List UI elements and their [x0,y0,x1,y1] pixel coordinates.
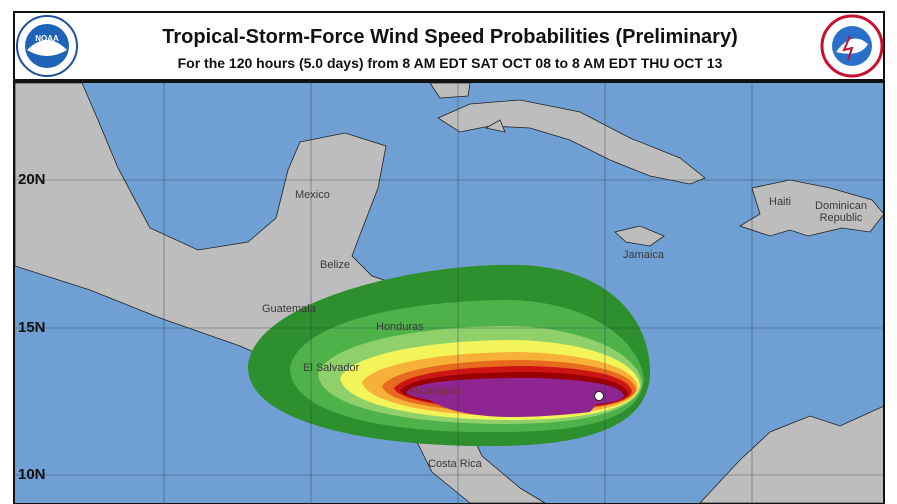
graticule [14,82,884,504]
place-label: Mexico [295,189,330,201]
place-label: Jamaica [623,249,664,261]
storm-center [594,391,604,401]
noaa-logo: NOAA [16,15,78,77]
latitude-label: 10N [18,466,46,483]
place-label: Dominican Republic [815,200,867,224]
place-label: Costa Rica [428,458,482,470]
svg-text:NOAA: NOAA [35,34,59,43]
place-label: Nicaragua [410,385,461,397]
latitude-label: 15N [18,319,46,336]
place-label: El Salvador [303,362,360,374]
nws-logo [820,14,884,78]
place-label: Guatemala [262,303,316,315]
latitude-label: 20N [18,171,46,188]
title: Tropical-Storm-Force Wind Speed Probabil… [162,26,738,48]
probability-bands [247,264,651,447]
header-frame [13,11,885,81]
subtitle: For the 120 hours (5.0 days) from 8 AM E… [177,55,723,71]
place-label: Honduras [376,321,424,333]
place-label: Haiti [769,196,792,208]
map-frame [13,81,885,504]
place-label: Belize [320,259,350,271]
